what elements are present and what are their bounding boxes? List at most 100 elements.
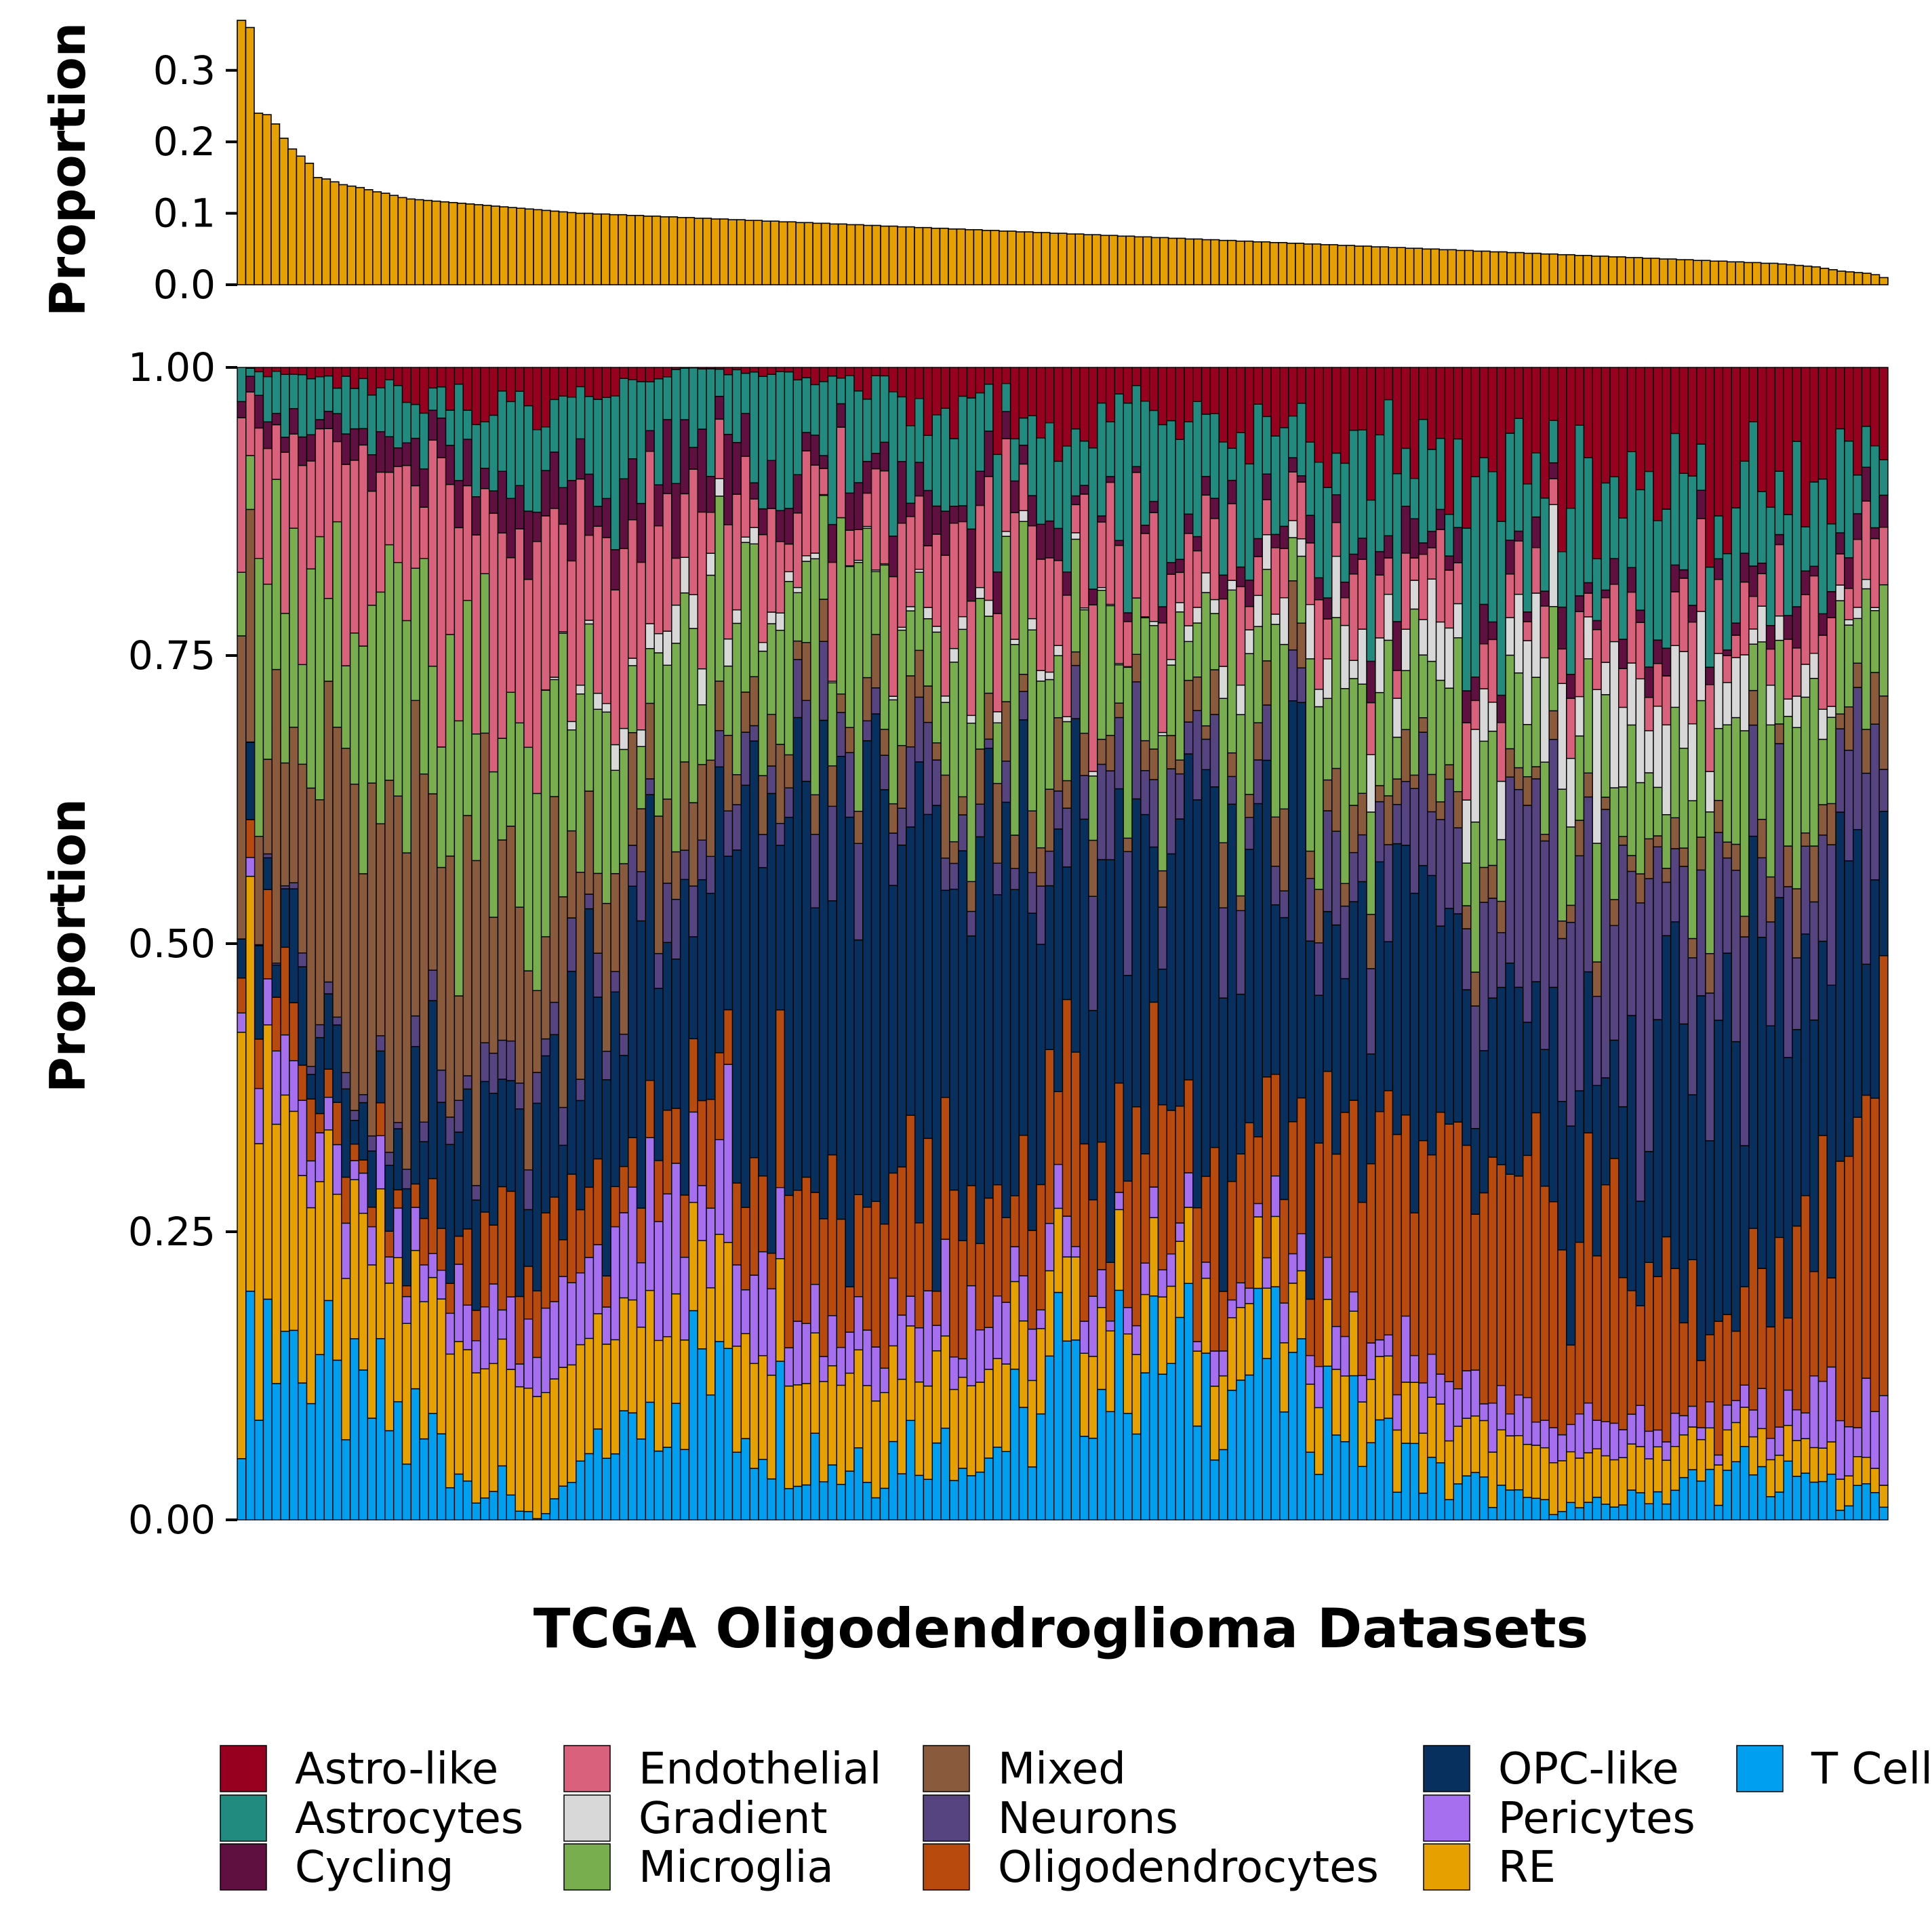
stacked-segment-oligodendrocytes — [1366, 1163, 1376, 1344]
stacked-segment-neurons — [1635, 902, 1645, 1202]
stacked-segment-opc-like — [1583, 971, 1593, 1133]
stacked-segment-opc-like — [1062, 866, 1072, 1001]
stacked-segment-oligodendrocytes — [731, 1182, 742, 1266]
stacked-segment-t-cells — [1009, 1368, 1020, 1521]
stacked-segment-opc-like — [984, 748, 994, 1199]
stacked-segment-oligodendrocytes — [349, 1144, 360, 1161]
top-bar — [1201, 239, 1211, 285]
stacked-segment-t-cells — [1792, 1475, 1802, 1521]
stacked-segment-re — [1435, 1403, 1446, 1464]
stacked-segment-opc-like — [1279, 917, 1289, 1201]
stacked-segment-oligodendrocytes — [888, 1172, 898, 1279]
stacked-segment-t-cells — [1800, 1472, 1811, 1521]
stacked-segment-endothelial — [567, 560, 577, 723]
stacked-segment-t-cells — [1809, 1481, 1819, 1521]
stacked-segment-gradient — [940, 696, 950, 703]
stacked-segment-re — [401, 1323, 412, 1465]
stacked-segment-endothelial — [1070, 504, 1081, 534]
stacked-segment-astro-like — [897, 367, 907, 398]
stacked-segment-endothelial — [688, 468, 698, 595]
stacked-segment-gradient — [1209, 599, 1220, 614]
stacked-segment-oligodendrocytes — [1305, 1298, 1315, 1356]
stacked-segment-pericytes — [558, 1276, 568, 1368]
stacked-segment-astro-like — [715, 367, 725, 370]
stacked-segment-opc-like — [1253, 803, 1263, 1138]
stacked-segment-astro-like — [1487, 367, 1497, 472]
stacked-segment-endothelial — [1505, 573, 1515, 618]
stacked-segment-pericytes — [1279, 1302, 1289, 1344]
stacked-segment-mixed — [1209, 669, 1220, 715]
stacked-segment-cycling — [1288, 457, 1298, 472]
stacked-segment-microglia — [636, 746, 647, 809]
stacked-segment-pericytes — [540, 1307, 551, 1394]
stacked-segment-re — [1148, 1217, 1159, 1297]
stacked-segment-re — [827, 1365, 837, 1466]
stacked-segment-pericytes — [315, 1132, 325, 1182]
stacked-segment-microglia — [1036, 680, 1046, 849]
stacked-segment-astro-like — [349, 367, 360, 389]
stacked-segment-cycling — [1601, 589, 1611, 599]
top-bar — [1803, 265, 1813, 285]
stacked-segment-t-cells — [1739, 1446, 1750, 1521]
stacked-segment-mixed — [1496, 900, 1506, 933]
top-bar — [482, 205, 492, 285]
stacked-segment-gradient — [1148, 621, 1159, 626]
top-bar — [1269, 242, 1279, 285]
top-bar — [871, 224, 881, 285]
top-bar — [592, 213, 602, 285]
stacked-segment-re — [1079, 1352, 1089, 1437]
stacked-segment-microglia — [610, 769, 620, 874]
stacked-segment-pericytes — [1783, 1389, 1793, 1426]
stacked-segment-cycling — [558, 487, 568, 525]
stacked-segment-endothelial — [1635, 622, 1645, 680]
stacked-segment-re — [923, 1385, 933, 1480]
stacked-segment-microglia — [1027, 629, 1037, 811]
stacked-segment-astrocytes — [1340, 462, 1350, 583]
stacked-segment-pericytes — [775, 1187, 786, 1260]
stacked-segment-microglia — [315, 536, 325, 801]
stacked-segment-astrocytes — [401, 401, 412, 444]
stacked-segment-mixed — [1001, 701, 1011, 762]
stacked-segment-opc-like — [349, 1119, 360, 1145]
stacked-segment-endothelial — [1713, 579, 1724, 654]
stacked-segment-oligodendrocytes — [358, 1159, 368, 1174]
stacked-segment-astro-like — [1036, 367, 1046, 439]
stacked-segment-opc-like — [914, 761, 925, 1224]
top-bar — [1261, 241, 1271, 285]
stacked-segment-astro-like — [1383, 367, 1394, 401]
stacked-segment-re — [1131, 1354, 1142, 1435]
stacked-segment-mixed — [758, 775, 768, 835]
stacked-segment-cycling — [1757, 562, 1767, 574]
stacked-segment-endothelial — [1401, 552, 1411, 630]
stacked-segment-pericytes — [1531, 1422, 1542, 1446]
stacked-segment-mixed — [419, 773, 429, 1123]
stacked-segment-re — [1496, 1429, 1506, 1486]
stacked-segment-pericytes — [601, 1306, 611, 1345]
stacked-segment-opc-like — [1105, 859, 1116, 1263]
stacked-segment-re — [958, 1376, 968, 1469]
stacked-segment-neurons — [540, 1038, 551, 1057]
stacked-segment-re — [289, 1110, 299, 1331]
stacked-segment-endothelial — [271, 424, 281, 480]
stacked-segment-pericytes — [1375, 1339, 1385, 1357]
stacked-segment-gradient — [749, 527, 759, 545]
stacked-segment-t-cells — [1088, 1437, 1098, 1521]
top-bar — [888, 225, 898, 285]
stacked-segment-opc-like — [628, 885, 638, 1138]
stacked-segment-re — [1731, 1422, 1741, 1462]
stacked-segment-gradient — [1192, 607, 1203, 624]
stacked-segment-t-cells — [688, 1310, 698, 1521]
stacked-segment-cycling — [1027, 495, 1037, 527]
stacked-segment-mixed — [497, 839, 507, 1041]
top-bar — [1193, 238, 1203, 285]
stacked-segment-re — [749, 1363, 759, 1469]
stacked-segment-cycling — [1418, 542, 1428, 555]
stacked-segment-mixed — [1236, 895, 1246, 912]
stacked-segment-oligodendrocytes — [879, 1223, 889, 1369]
stacked-segment-oligodendrocytes — [1453, 1121, 1463, 1390]
stacked-segment-microglia — [784, 580, 794, 756]
top-bar — [1159, 237, 1169, 285]
stacked-segment-re — [592, 1313, 603, 1430]
stacked-segment-neurons — [1523, 805, 1533, 1023]
stacked-segment-microglia — [515, 722, 525, 908]
